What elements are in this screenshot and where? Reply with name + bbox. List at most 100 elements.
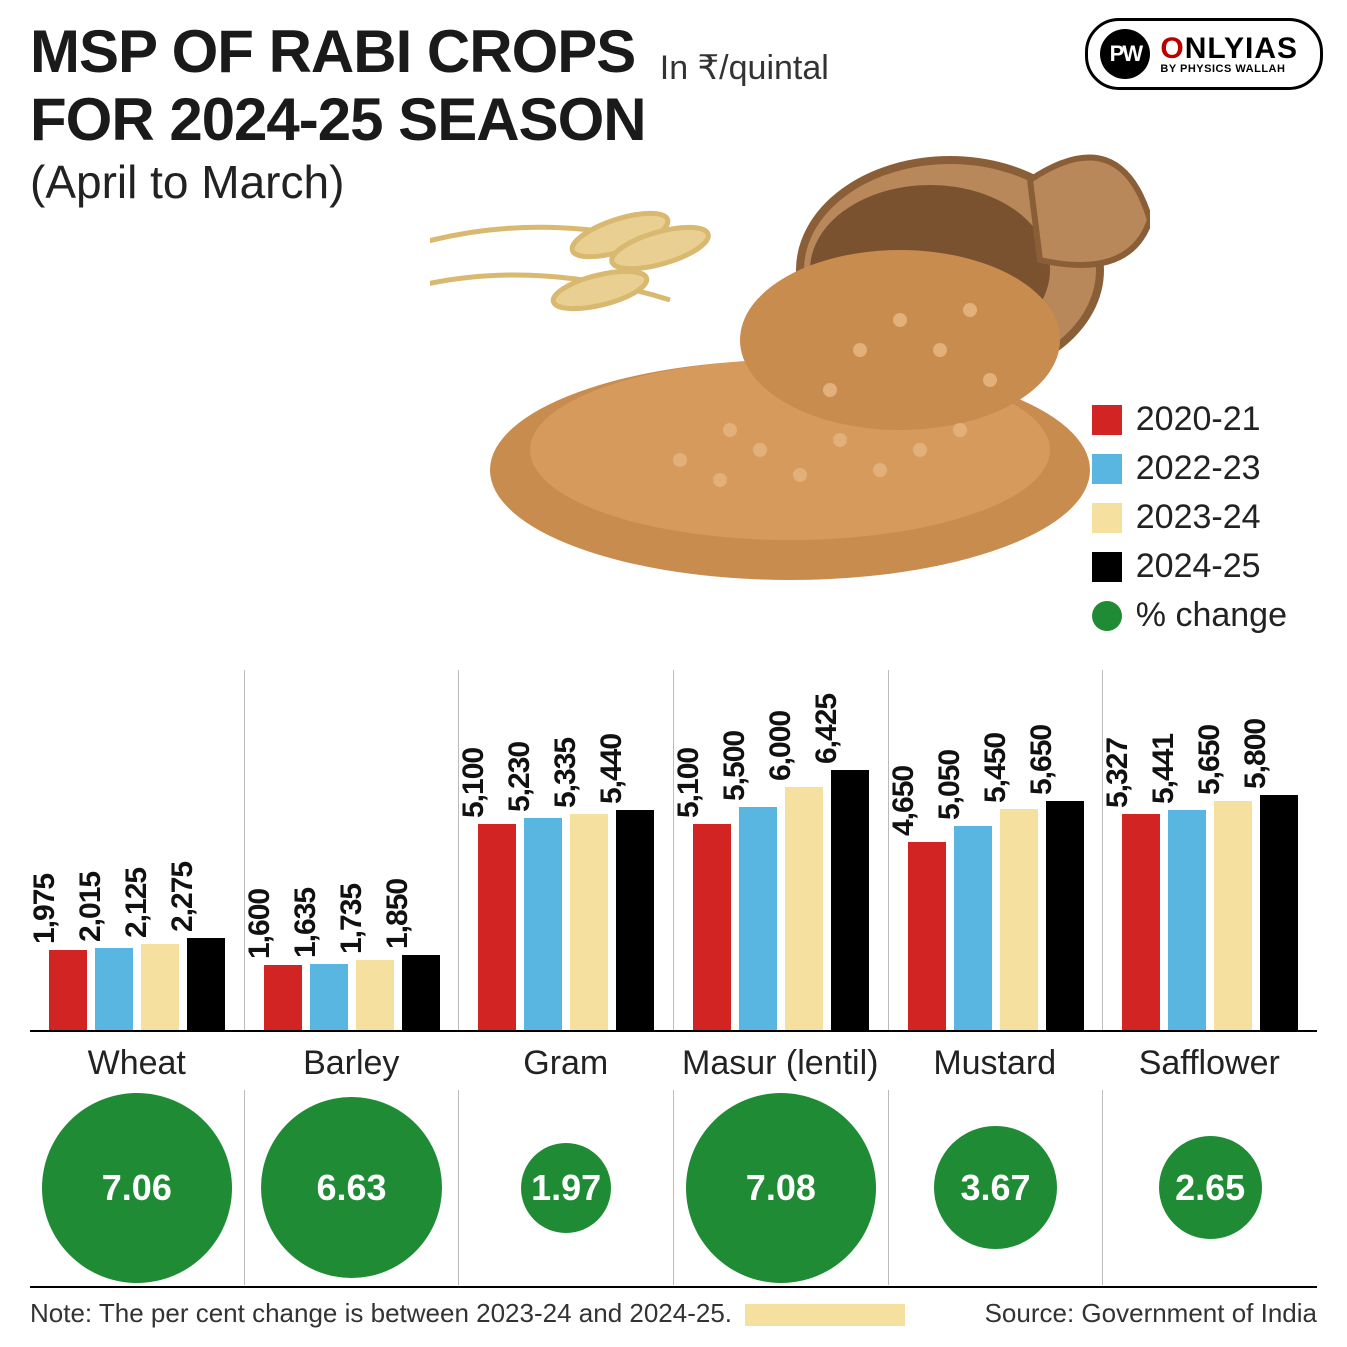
- bar-value-label: 2,275: [166, 862, 200, 932]
- pct-circle: 1.97: [521, 1143, 611, 1233]
- bar-value-label: 5,450: [979, 733, 1013, 803]
- category-label: Mustard: [888, 1038, 1103, 1083]
- bar-value-label: 5,441: [1147, 734, 1181, 804]
- bar-value-label: 1,975: [28, 874, 62, 944]
- bar: 6,000: [785, 787, 823, 1030]
- bar-group: 1,6001,6351,7351,850: [245, 670, 460, 1030]
- legend-item: 2020-21: [1092, 400, 1287, 439]
- category-label: Wheat: [30, 1038, 245, 1083]
- category-row: WheatBarleyGramMasur (lentil)MustardSaff…: [30, 1038, 1317, 1083]
- bar: 2,015: [95, 948, 133, 1030]
- legend-label: 2022-23: [1136, 449, 1261, 488]
- title-line-1: MSP OF RABI CROPS In ₹/quintal: [30, 20, 930, 88]
- legend-swatch: [1092, 503, 1122, 533]
- bar-group: 1,9752,0152,1252,275: [30, 670, 245, 1030]
- bar: 5,500: [739, 807, 777, 1030]
- pct-circle-cell: 7.08: [674, 1090, 889, 1285]
- pct-circle: 6.63: [261, 1097, 442, 1278]
- bar: 5,650: [1046, 801, 1084, 1030]
- bar: 2,125: [141, 944, 179, 1030]
- bar: 5,327: [1122, 814, 1160, 1030]
- brand-sub: BY PHYSICS WALLAH: [1160, 64, 1298, 75]
- bar-value-label: 5,650: [1193, 725, 1227, 795]
- bar: 5,650: [1214, 801, 1252, 1030]
- bar-value-label: 4,650: [887, 766, 921, 836]
- bar-group: 5,3275,4415,6505,800: [1103, 670, 1317, 1030]
- bar: 5,441: [1168, 810, 1206, 1030]
- bar-value-label: 5,100: [672, 748, 706, 818]
- bar: 4,650: [908, 842, 946, 1030]
- bar-value-label: 1,850: [381, 879, 415, 949]
- legend-swatch: [1092, 552, 1122, 582]
- bar: 5,100: [478, 824, 516, 1030]
- bar-group: 4,6505,0505,4505,650: [889, 670, 1104, 1030]
- subtitle: (April to March): [30, 155, 930, 209]
- legend: 2020-21 2022-23 2023-24 2024-25 % change: [1092, 400, 1287, 645]
- brand-main: ONLYIAS: [1160, 34, 1298, 64]
- bar: 2,275: [187, 938, 225, 1030]
- bar-value-label: 5,100: [457, 748, 491, 818]
- legend-swatch: [1092, 405, 1122, 435]
- category-label: Masur (lentil): [674, 1038, 889, 1083]
- category-label: Safflower: [1103, 1038, 1318, 1083]
- pct-circle-cell: 7.06: [30, 1090, 245, 1285]
- pct-circle: 2.65: [1159, 1136, 1262, 1239]
- bar-value-label: 5,050: [933, 750, 967, 820]
- legend-label: 2023-24: [1136, 498, 1261, 537]
- bar-value-label: 5,327: [1101, 738, 1135, 808]
- bar-value-label: 5,650: [1025, 725, 1059, 795]
- pct-circle: 7.06: [42, 1093, 232, 1283]
- legend-item: 2022-23: [1092, 449, 1287, 488]
- pct-circle: 3.67: [934, 1126, 1057, 1249]
- bar: 5,230: [524, 818, 562, 1030]
- bar-group: 5,1005,5006,0006,425: [674, 670, 889, 1030]
- bar: 5,335: [570, 814, 608, 1030]
- bar-value-label: 5,335: [549, 738, 583, 808]
- footer: Note: The per cent change is between 202…: [30, 1286, 1317, 1329]
- category-label: Barley: [245, 1038, 460, 1083]
- title-text-2: FOR 2024-25 SEASON: [30, 88, 930, 151]
- pct-circle-cell: 2.65: [1103, 1090, 1317, 1285]
- bar-value-label: 6,000: [764, 711, 798, 781]
- bar-value-label: 5,440: [595, 734, 629, 804]
- bar: 6,425: [831, 770, 869, 1030]
- bar-value-label: 5,800: [1239, 719, 1273, 789]
- bar: 5,450: [1000, 809, 1038, 1030]
- bar: 5,050: [954, 826, 992, 1030]
- bar-value-label: 1,735: [335, 884, 369, 954]
- bar-value-label: 2,015: [74, 872, 108, 942]
- bar-chart: 1,9752,0152,1252,2751,6001,6351,7351,850…: [30, 670, 1317, 1030]
- bar-value-label: 5,500: [718, 731, 752, 801]
- bar: 1,975: [49, 950, 87, 1030]
- title-text-1: MSP OF RABI CROPS: [30, 18, 635, 85]
- bar-value-label: 5,230: [503, 742, 537, 812]
- legend-item: % change: [1092, 596, 1287, 635]
- bar: 1,635: [310, 964, 348, 1030]
- bar: 5,100: [693, 824, 731, 1030]
- grain-scoop-illustration: [430, 140, 1150, 620]
- legend-label: 2020-21: [1136, 400, 1261, 439]
- bar-value-label: 6,425: [810, 694, 844, 764]
- legend-label: % change: [1136, 596, 1287, 635]
- bar-value-label: 2,125: [120, 868, 154, 938]
- legend-swatch: [1092, 454, 1122, 484]
- legend-label: 2024-25: [1136, 547, 1261, 586]
- pct-circle-cell: 3.67: [889, 1090, 1104, 1285]
- pct-circle-cell: 6.63: [245, 1090, 460, 1285]
- bar: 5,800: [1260, 795, 1298, 1030]
- bar: 1,735: [356, 960, 394, 1030]
- footer-note: Note: The per cent change is between 202…: [30, 1298, 911, 1329]
- bar-value-label: 1,600: [243, 889, 277, 959]
- bar: 1,850: [402, 955, 440, 1030]
- footer-swatch: [745, 1304, 905, 1326]
- bar: 1,600: [264, 965, 302, 1030]
- bar: 5,440: [616, 810, 654, 1030]
- bar-value-label: 1,635: [289, 888, 323, 958]
- pct-circle: 7.08: [686, 1093, 876, 1283]
- header-block: MSP OF RABI CROPS In ₹/quintal FOR 2024-…: [30, 20, 930, 209]
- bar-group: 5,1005,2305,3355,440: [459, 670, 674, 1030]
- legend-swatch: [1092, 601, 1122, 631]
- chart-baseline: [30, 1030, 1317, 1032]
- pct-circle-cell: 1.97: [459, 1090, 674, 1285]
- legend-item: 2024-25: [1092, 547, 1287, 586]
